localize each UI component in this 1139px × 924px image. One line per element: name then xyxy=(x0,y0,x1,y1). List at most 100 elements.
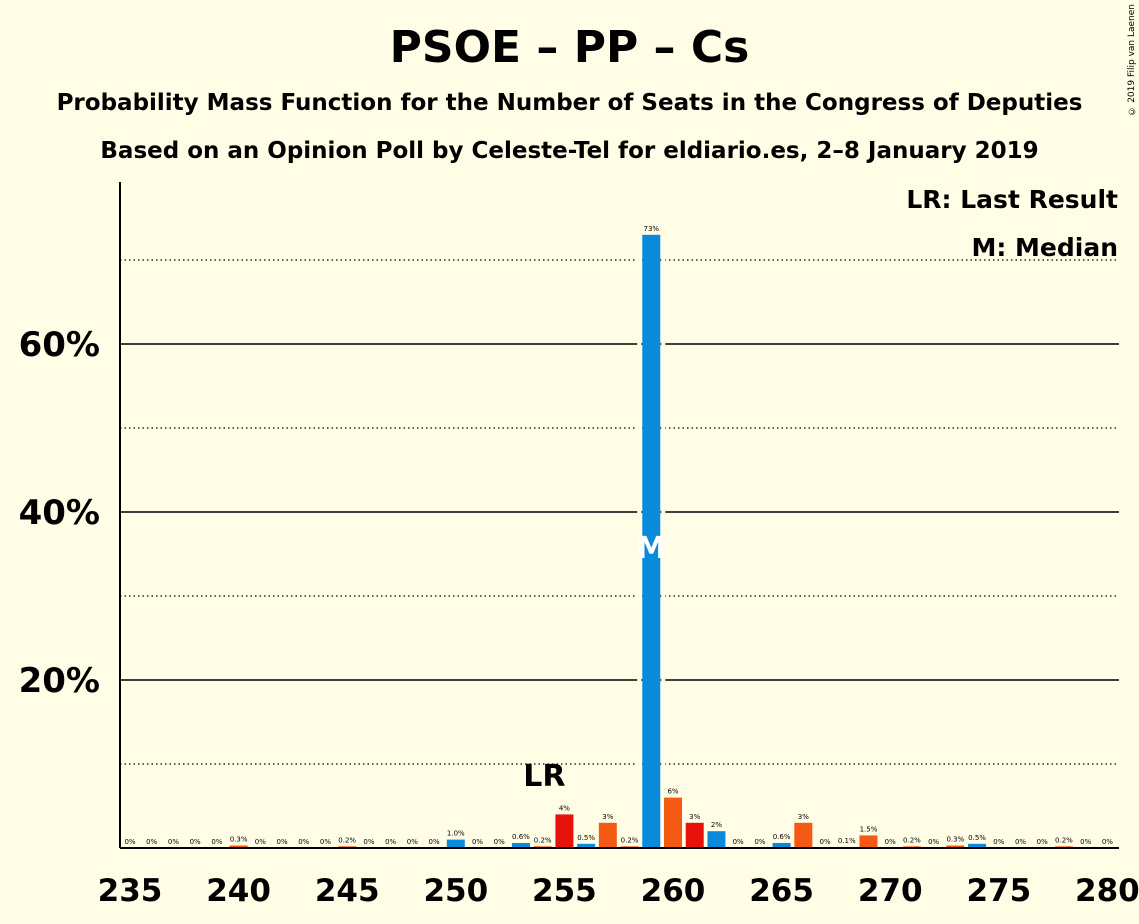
grid-gap xyxy=(637,510,642,514)
bar xyxy=(642,234,661,849)
grid-gap xyxy=(661,594,666,598)
bar xyxy=(598,822,617,848)
grid-lines xyxy=(120,258,1119,766)
bar-value-label: 0% xyxy=(429,838,440,846)
grid-gap xyxy=(637,678,642,682)
bar-value-label: 0% xyxy=(211,838,222,846)
x-tick-label: 245 xyxy=(315,873,380,909)
bar-value-label: 0% xyxy=(993,838,1004,846)
bar-value-label: 0% xyxy=(819,838,830,846)
grid-gap xyxy=(637,762,642,766)
bar-value-label: 1.5% xyxy=(860,825,878,833)
bar-value-label: 0% xyxy=(1015,838,1026,846)
y-tick-label: 20% xyxy=(19,661,100,701)
grid-gap xyxy=(637,594,642,598)
x-tick-label: 270 xyxy=(858,873,923,909)
bar-value-label: 0.6% xyxy=(512,833,530,841)
x-tick-label: 275 xyxy=(966,873,1031,909)
bar-value-label: 0% xyxy=(255,838,266,846)
bar-value-label: 0% xyxy=(298,838,309,846)
bar-value-label: 0.3% xyxy=(230,835,248,843)
grid-gap xyxy=(661,762,666,766)
bar xyxy=(555,814,574,848)
bar-value-label: 0% xyxy=(320,838,331,846)
x-tick-label: 265 xyxy=(749,873,814,909)
x-tick-label: 280 xyxy=(1075,873,1139,909)
bar xyxy=(968,843,987,848)
bar xyxy=(772,842,791,848)
bar-value-label: 0.2% xyxy=(338,836,356,844)
bar xyxy=(859,835,878,848)
grid-gap xyxy=(661,258,666,262)
chart-subtitle-2: Based on an Opinion Poll by Celeste-Tel … xyxy=(100,138,1039,164)
bar-value-label: 0% xyxy=(1037,838,1048,846)
bar-value-label: 0% xyxy=(928,838,939,846)
bar-value-label: 0% xyxy=(494,838,505,846)
axes: 20% 40% 60% 235 240 245 250 255 260 265 270 275 280 xyxy=(19,182,1139,909)
bar-value-label: 0% xyxy=(407,838,418,846)
bar-value-label: 0.5% xyxy=(968,834,986,842)
grid-gap xyxy=(637,258,642,262)
bar-value-label: 0% xyxy=(1080,838,1091,846)
bar-value-label: 4% xyxy=(559,804,570,812)
bar xyxy=(446,839,465,848)
bar-value-label: 0% xyxy=(733,838,744,846)
chart-subtitle-1: Probability Mass Function for the Number… xyxy=(56,90,1083,116)
bar-value-label: 3% xyxy=(689,813,700,821)
bar-value-label: 3% xyxy=(798,813,809,821)
y-tick-label: 40% xyxy=(19,493,100,533)
bars xyxy=(229,234,1073,849)
bar xyxy=(577,843,596,848)
bar xyxy=(664,797,682,848)
bar-value-label: 3% xyxy=(602,813,613,821)
bar-value-label: 0% xyxy=(385,838,396,846)
bar xyxy=(946,845,965,848)
legend-median: M: Median xyxy=(971,233,1118,262)
y-tick-label: 60% xyxy=(19,325,100,365)
bar-value-label: 2% xyxy=(711,821,722,829)
bar-value-label: 0.2% xyxy=(534,836,552,844)
bar-value-label: 0% xyxy=(276,838,287,846)
bar-value-labels: 0% 0% 0% 0% 0% 0.3% 0% 0% 0% 0% 0.2% 0% 0% 0% 0% 1.0% 0%… xyxy=(124,225,1113,846)
bar-value-label: 73% xyxy=(643,225,659,233)
x-tick-label: 255 xyxy=(532,873,597,909)
bar-value-label: 0.2% xyxy=(1055,836,1073,844)
bar-value-label: 0% xyxy=(146,838,157,846)
legend-last-result: LR: Last Result xyxy=(906,185,1118,214)
grid-gap xyxy=(661,426,666,430)
last-result-marker: LR xyxy=(523,759,565,794)
grid-gap xyxy=(661,678,666,682)
median-marker: M xyxy=(636,531,666,566)
bar-value-label: 6% xyxy=(667,788,678,796)
grid-gap xyxy=(637,426,642,430)
bar xyxy=(707,831,726,848)
x-tick-label: 235 xyxy=(98,873,163,909)
bar xyxy=(511,842,530,848)
bar xyxy=(685,822,704,848)
x-tick-label: 240 xyxy=(206,873,271,909)
bar-value-label: 0.6% xyxy=(773,833,791,841)
bar-value-label: 0% xyxy=(168,838,179,846)
bar xyxy=(229,845,248,848)
grid-gap xyxy=(637,342,642,346)
x-tick-label: 250 xyxy=(423,873,488,909)
grid-gap xyxy=(661,510,666,514)
bar-value-label: 0.5% xyxy=(577,834,595,842)
bar-value-label: 0% xyxy=(885,838,896,846)
bar-value-label: 0.3% xyxy=(946,835,964,843)
bar-value-label: 0% xyxy=(754,838,765,846)
bar-value-label: 0.2% xyxy=(621,836,639,844)
bar-value-label: 0% xyxy=(472,838,483,846)
chart-title: PSOE – PP – Cs xyxy=(389,22,750,73)
bar xyxy=(794,822,813,848)
markers: M LR xyxy=(523,531,666,794)
bar-value-label: 1.0% xyxy=(447,830,465,838)
x-tick-label: 260 xyxy=(641,873,706,909)
bar-value-label: 0% xyxy=(363,838,374,846)
grid-gap xyxy=(661,342,666,346)
bar-value-label: 0.1% xyxy=(838,837,856,845)
bar-value-label: 0.2% xyxy=(903,836,921,844)
bar-value-label: 0% xyxy=(124,838,135,846)
bar-value-label: 0% xyxy=(190,838,201,846)
